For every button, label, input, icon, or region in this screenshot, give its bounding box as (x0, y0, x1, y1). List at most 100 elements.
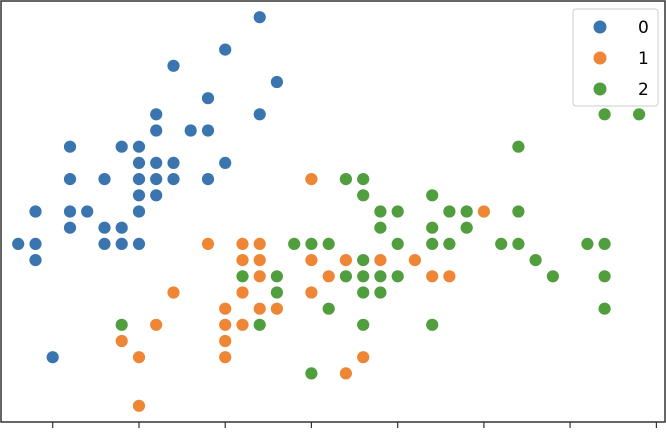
data-point-series-2 (494, 236, 509, 251)
data-point-series-2 (459, 204, 474, 219)
data-point-series-1 (425, 269, 440, 284)
data-point-series-0 (114, 139, 129, 154)
legend-box (572, 8, 659, 107)
data-point-series-1 (373, 253, 388, 268)
data-point-series-2 (511, 204, 526, 219)
data-point-series-0 (63, 139, 77, 154)
data-point-series-0 (63, 220, 77, 235)
data-point-series-2 (269, 285, 284, 300)
data-point-series-0 (28, 236, 43, 251)
data-point-series-2 (321, 236, 336, 251)
data-point-series-1 (218, 301, 233, 316)
data-point-series-0 (28, 253, 43, 268)
data-point-series-2 (528, 253, 543, 268)
data-point-series-0 (149, 155, 164, 170)
data-point-series-1 (252, 253, 267, 268)
data-point-series-2 (390, 204, 405, 219)
data-point-series-2 (425, 236, 440, 251)
data-point-series-0 (97, 220, 112, 235)
data-point-series-1 (132, 350, 146, 365)
data-point-series-0 (97, 172, 112, 187)
data-point-series-2 (632, 107, 646, 122)
data-point-series-0 (183, 123, 198, 138)
plot-frame (0, 0, 666, 423)
legend-marker-0 (593, 20, 607, 34)
data-point-series-1 (407, 253, 422, 268)
data-point-series-2 (373, 269, 388, 284)
x-ticks (52, 422, 658, 428)
data-point-series-0 (166, 58, 181, 73)
data-point-series-2 (252, 317, 267, 332)
data-point-series-2 (287, 236, 302, 251)
data-point-series-0 (149, 172, 164, 187)
data-point-series-1 (269, 301, 284, 316)
data-point-series-0 (11, 236, 26, 251)
data-point-series-0 (63, 204, 77, 219)
data-point-series-0 (80, 204, 95, 219)
data-point-series-0 (132, 236, 146, 251)
data-point-series-1 (114, 334, 129, 348)
data-point-series-2 (459, 220, 474, 235)
data-point-series-2 (425, 220, 440, 235)
data-point-series-0 (218, 42, 233, 57)
data-point-series-0 (166, 172, 181, 187)
data-point-series-1 (201, 236, 215, 251)
data-point-series-1 (149, 317, 164, 332)
data-point-series-2 (373, 285, 388, 300)
points-layer (11, 10, 646, 413)
data-point-series-1 (442, 269, 457, 284)
data-point-series-2 (390, 269, 405, 284)
data-point-series-1 (338, 366, 353, 381)
data-point-series-1 (252, 301, 267, 316)
data-point-series-1 (235, 253, 250, 268)
data-point-series-0 (132, 155, 146, 170)
data-point-series-0 (45, 350, 60, 365)
data-point-series-1 (304, 285, 319, 300)
data-point-series-1 (338, 253, 353, 268)
data-point-series-1 (218, 334, 233, 348)
data-point-series-0 (114, 236, 129, 251)
data-point-series-2 (425, 188, 440, 203)
legend: 0 1 2 (572, 8, 659, 107)
data-point-series-2 (338, 269, 353, 284)
data-point-series-2 (373, 204, 388, 219)
data-point-series-0 (132, 139, 146, 154)
data-point-series-2 (356, 172, 371, 187)
data-point-series-0 (132, 204, 146, 219)
data-point-series-2 (338, 172, 353, 187)
data-point-series-2 (356, 253, 371, 268)
data-point-series-2 (425, 317, 440, 332)
data-point-series-1 (132, 398, 146, 413)
data-point-series-2 (356, 285, 371, 300)
data-point-series-0 (28, 204, 43, 219)
data-point-series-0 (149, 107, 164, 122)
data-point-series-2 (356, 269, 371, 284)
data-point-series-2 (597, 236, 612, 251)
data-point-series-2 (580, 236, 595, 251)
data-point-series-0 (218, 155, 233, 170)
data-point-series-0 (63, 172, 77, 187)
data-point-series-0 (201, 91, 215, 106)
data-point-series-2 (511, 236, 526, 251)
data-point-series-2 (373, 220, 388, 235)
data-point-series-0 (252, 107, 267, 122)
legend-label-2: 2 (638, 80, 649, 100)
data-point-series-1 (235, 285, 250, 300)
data-point-series-1 (304, 253, 319, 268)
data-point-series-2 (356, 188, 371, 203)
data-point-series-0 (201, 172, 215, 187)
data-point-series-2 (114, 317, 129, 332)
data-point-series-2 (356, 317, 371, 332)
data-point-series-2 (442, 236, 457, 251)
data-point-series-2 (235, 269, 250, 284)
data-point-series-1 (166, 285, 181, 300)
data-point-series-1 (235, 236, 250, 251)
data-point-series-0 (132, 172, 146, 187)
legend-marker-2 (593, 82, 607, 96)
data-point-series-2 (390, 236, 405, 251)
data-point-series-2 (511, 139, 526, 154)
data-point-series-1 (252, 236, 267, 251)
data-point-series-1 (321, 269, 336, 284)
